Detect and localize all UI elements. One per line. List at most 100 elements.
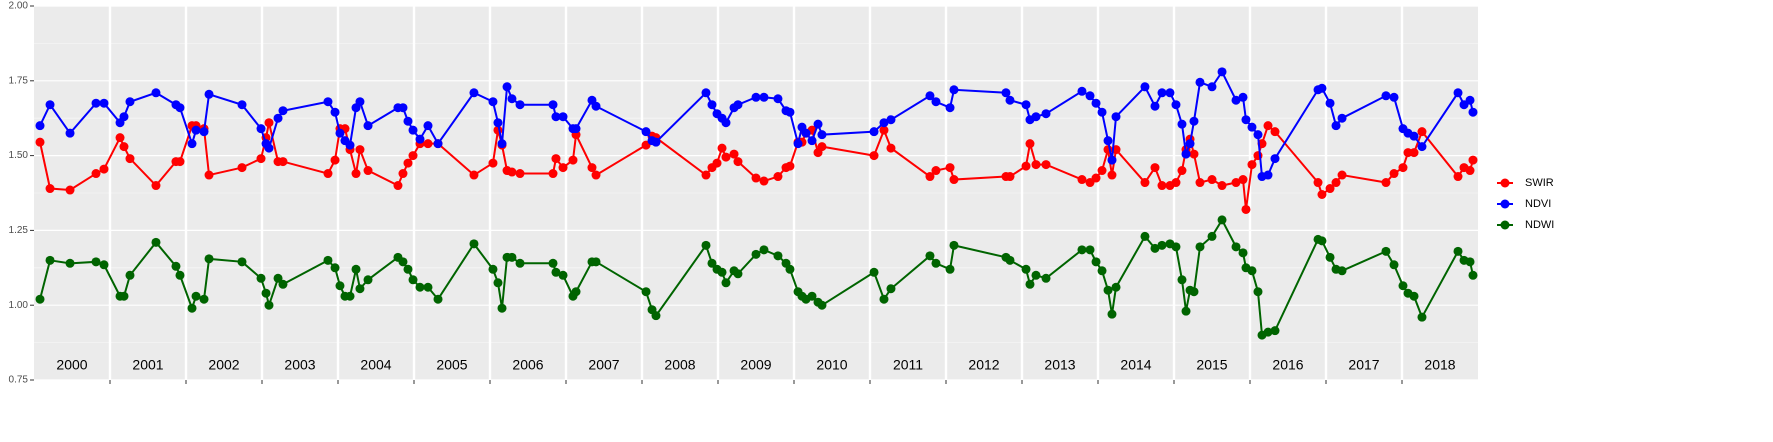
point	[1157, 240, 1167, 250]
point	[204, 254, 214, 264]
point	[1217, 67, 1227, 77]
point	[1189, 287, 1199, 297]
point	[1317, 83, 1327, 93]
point	[1171, 178, 1181, 188]
point	[701, 88, 711, 98]
point	[393, 181, 403, 191]
y-tick-label: 1.25	[9, 225, 29, 236]
point	[807, 136, 817, 146]
point	[119, 112, 129, 122]
point	[403, 264, 413, 274]
point	[1025, 139, 1035, 149]
point	[204, 89, 214, 99]
year-label: 2000	[56, 357, 87, 373]
point	[701, 170, 711, 180]
point	[1091, 173, 1101, 183]
point	[721, 118, 731, 128]
point	[515, 169, 525, 179]
point	[1465, 95, 1475, 105]
point	[1140, 178, 1150, 188]
year-label: 2017	[1348, 357, 1379, 373]
point	[925, 91, 935, 101]
point	[1468, 107, 1478, 117]
point	[551, 154, 561, 164]
year-label: 2008	[664, 357, 695, 373]
point	[1398, 163, 1408, 173]
point	[1247, 160, 1257, 170]
point	[751, 92, 761, 102]
point	[813, 119, 823, 129]
point	[587, 163, 597, 173]
point	[1195, 242, 1205, 252]
point	[151, 181, 161, 191]
point	[1005, 172, 1015, 182]
point	[591, 257, 601, 267]
point	[1001, 88, 1011, 98]
point	[256, 124, 266, 134]
point	[278, 157, 288, 167]
point	[1325, 252, 1335, 262]
point	[261, 288, 271, 298]
point	[1077, 245, 1087, 255]
point	[204, 170, 214, 180]
point	[1238, 92, 1248, 102]
year-label: 2004	[360, 357, 391, 373]
point	[187, 303, 197, 313]
point	[1025, 279, 1035, 289]
point	[1381, 178, 1391, 188]
point	[1041, 109, 1051, 119]
point	[1177, 275, 1187, 285]
point	[773, 172, 783, 182]
point	[1313, 178, 1323, 188]
point	[1177, 166, 1187, 176]
year-label: 2011	[893, 357, 923, 373]
point	[1111, 282, 1121, 292]
point	[1417, 127, 1427, 137]
point	[125, 154, 135, 164]
point	[1091, 98, 1101, 108]
point	[99, 260, 109, 270]
point	[879, 294, 889, 304]
point	[548, 100, 558, 110]
point	[869, 267, 879, 277]
legend-label: SWIR	[1525, 177, 1554, 189]
point	[408, 151, 418, 161]
point	[793, 139, 803, 149]
point	[1107, 155, 1117, 165]
point	[345, 140, 355, 150]
point	[507, 94, 517, 104]
point	[1031, 270, 1041, 280]
point	[721, 152, 731, 162]
point	[115, 133, 125, 143]
point	[1325, 184, 1335, 194]
point	[351, 264, 361, 274]
point	[1189, 116, 1199, 126]
point	[151, 88, 161, 98]
point	[497, 139, 507, 149]
point	[423, 282, 433, 292]
year-label: 2003	[284, 357, 315, 373]
point	[729, 149, 739, 159]
point	[264, 300, 274, 310]
point	[1325, 98, 1335, 108]
point	[507, 252, 517, 262]
point	[1465, 166, 1475, 176]
point	[264, 143, 274, 153]
year-label: 2001	[132, 357, 163, 373]
point	[886, 115, 896, 125]
legend-label: NDWI	[1525, 219, 1554, 231]
point	[551, 267, 561, 277]
point	[817, 130, 827, 140]
point	[1337, 113, 1347, 123]
point	[199, 127, 209, 137]
point	[273, 273, 283, 283]
legend-key-point	[1500, 220, 1510, 230]
point	[191, 291, 201, 301]
point	[45, 184, 55, 194]
point	[1270, 326, 1280, 336]
point	[469, 239, 479, 249]
point	[433, 294, 443, 304]
point	[278, 106, 288, 116]
point	[1417, 312, 1427, 322]
point	[1417, 142, 1427, 152]
